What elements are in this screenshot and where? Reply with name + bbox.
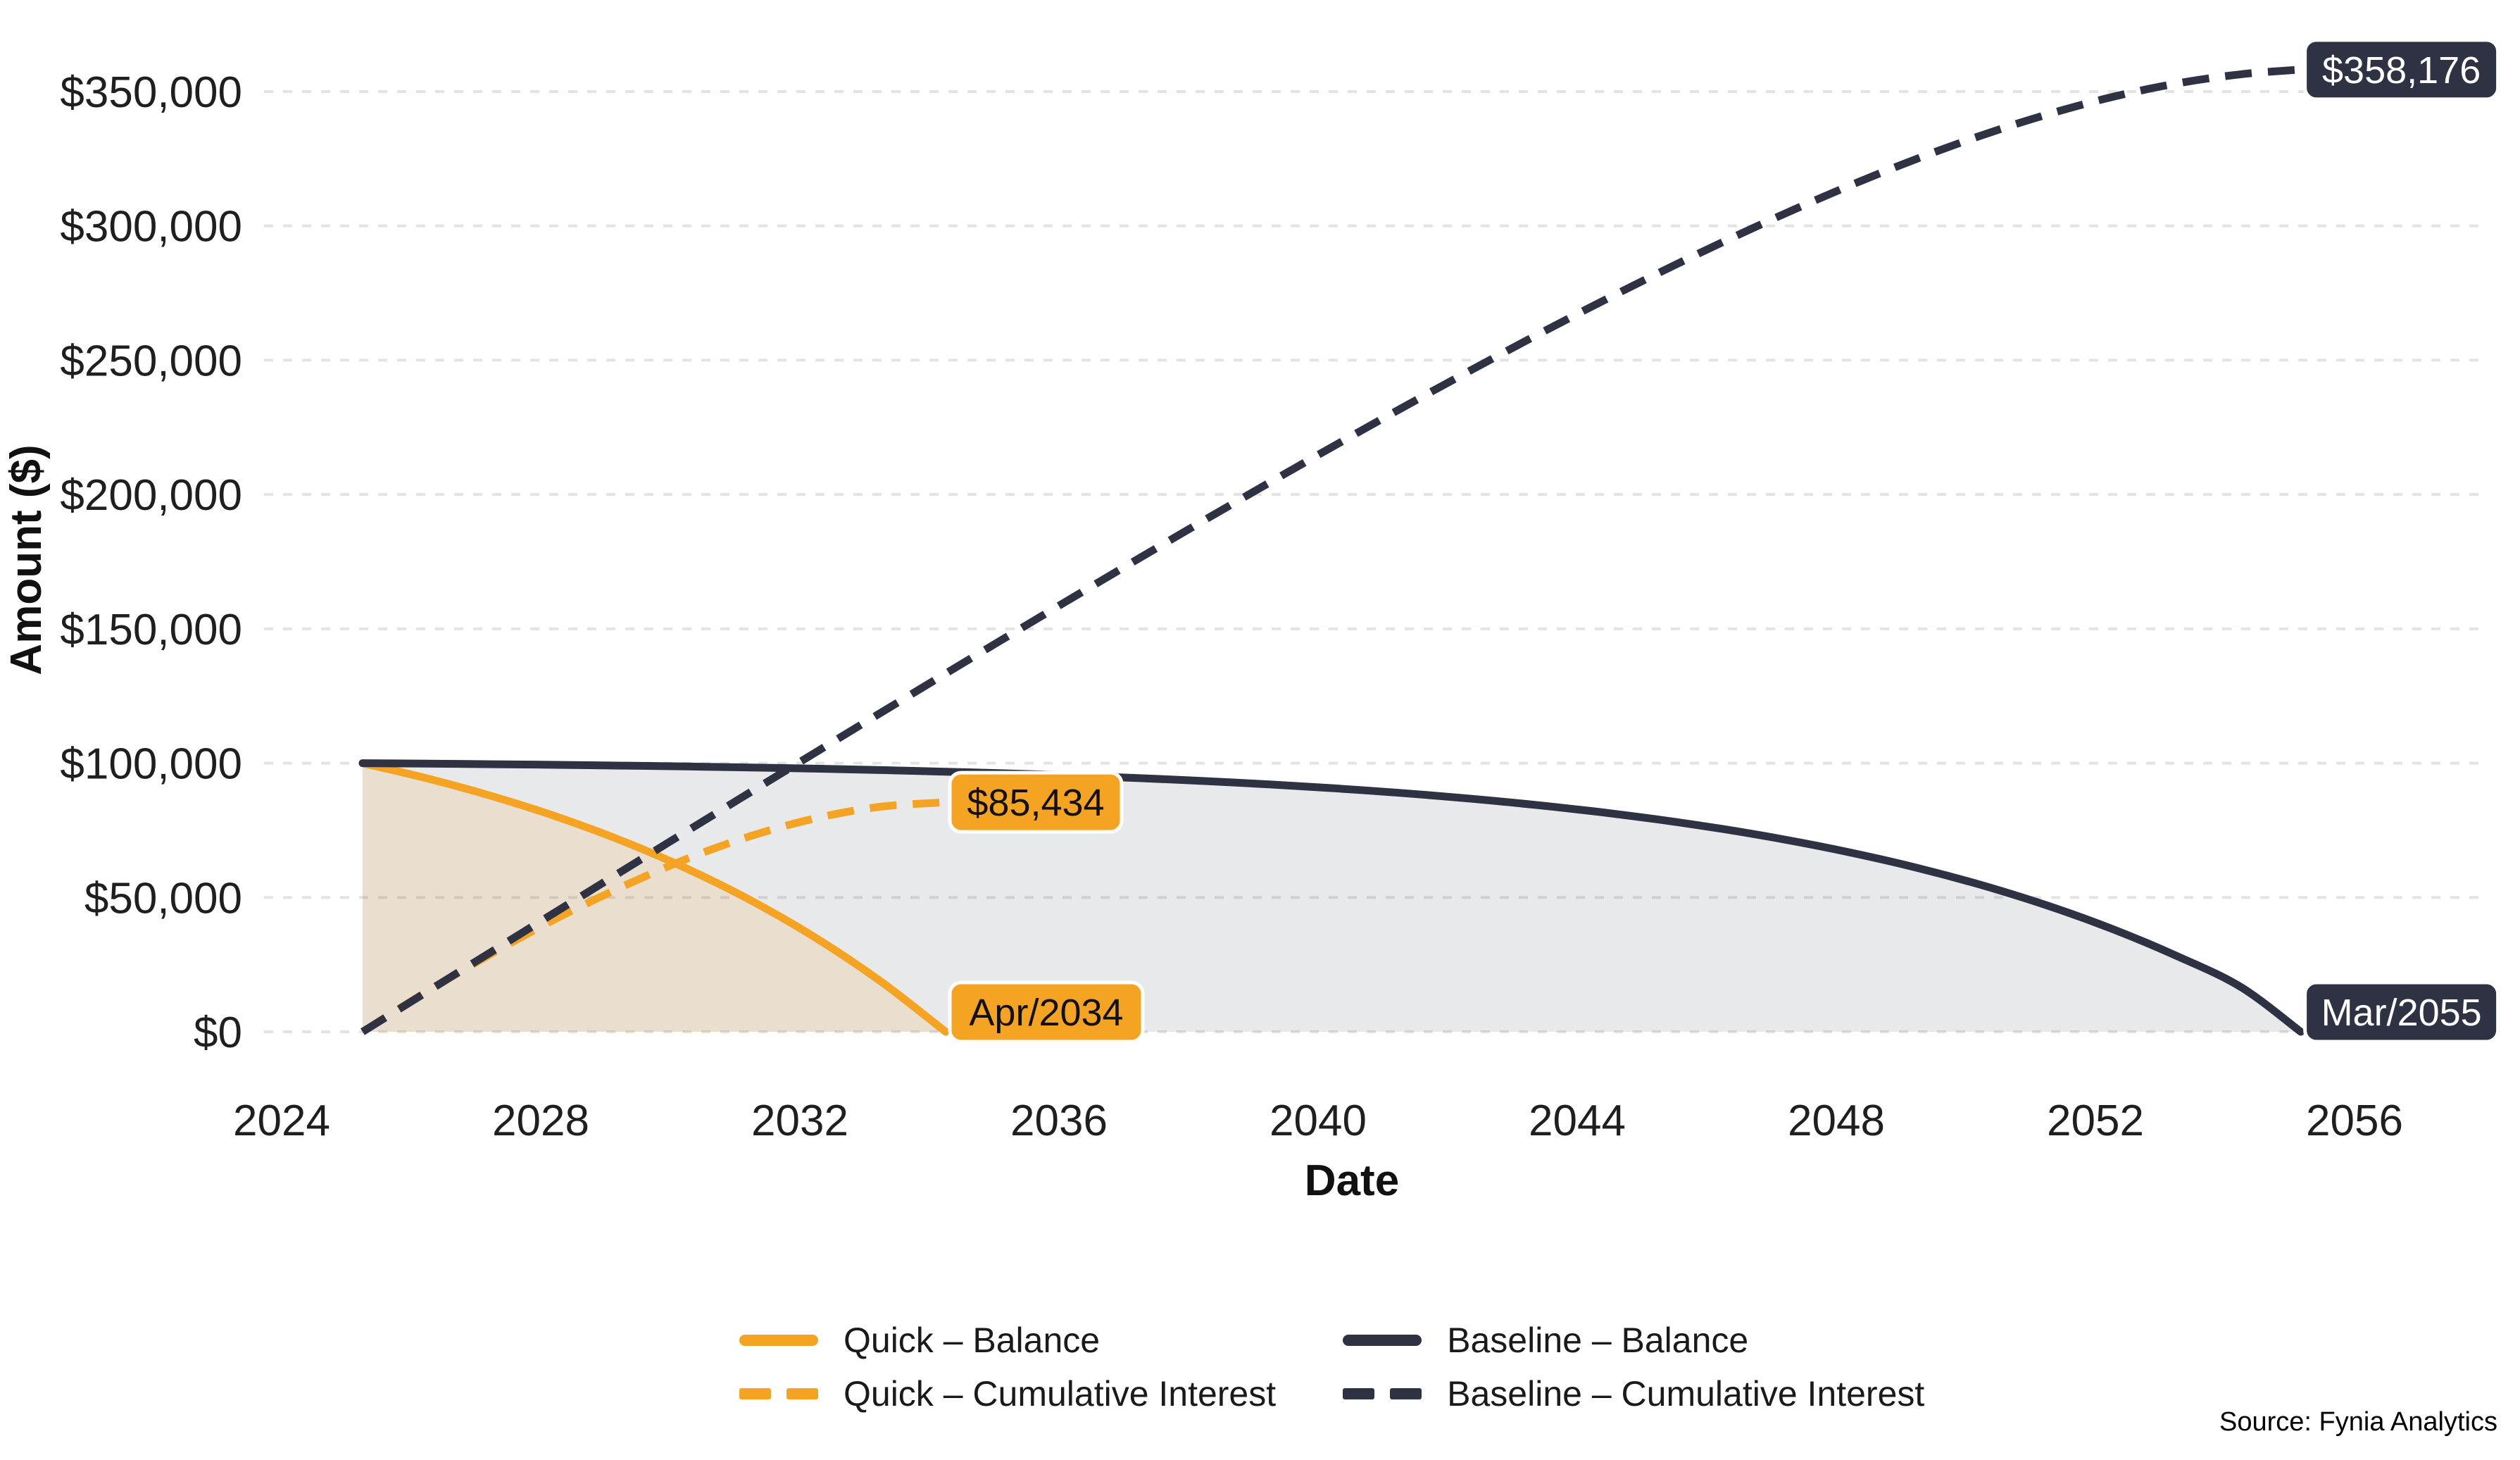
amortization-chart: $0 $50,000 $100,000 $150,000 $200,000 $250,00… — [2, 38, 2500, 1205]
dash-segment — [1390, 1388, 1422, 1399]
y-tick-label-100000: $100,000 — [60, 740, 242, 789]
quick-payoff-date-box — [948, 980, 1145, 1044]
y-tick-label-50000: $50,000 — [84, 874, 242, 923]
legend-label-baseline-interest: Baseline – Cumulative Interest — [1447, 1374, 1925, 1414]
y-tick-label-300000: $300,000 — [60, 203, 242, 251]
annotation-baseline-payoff-date — [2303, 980, 2500, 1044]
x-tick-label-2028: 2028 — [492, 1097, 589, 1145]
y-tick-label-350000: $350,000 — [60, 68, 242, 117]
quick-interest-end-box — [948, 770, 1124, 834]
quick_balance-area — [363, 763, 946, 1032]
x-tick-label-2032: 2032 — [751, 1097, 848, 1145]
quick-interest-dashed-swatch — [739, 1388, 818, 1399]
source-attribution: Source: Fynia Analytics — [2219, 1407, 2497, 1437]
x-tick-label-2024: 2024 — [233, 1097, 330, 1145]
annotation-quick-payoff-date — [948, 980, 1145, 1044]
legend-item-quick-interest: Quick – Cumulative Interest — [739, 1374, 1277, 1414]
baseline_balance-area — [363, 763, 2301, 1032]
baseline_balance-line — [358, 759, 2305, 1036]
x-tick-label-2036: 2036 — [1010, 1097, 1108, 1145]
annotation-quick-interest-end — [948, 770, 1124, 834]
chart-legend: Quick – Balance Baseline – Balance Quick… — [739, 1321, 1925, 1414]
quick_balance-line — [358, 759, 950, 1036]
legend-label-quick-balance: Quick – Balance — [844, 1321, 1101, 1360]
y-tick-label-150000: $150,000 — [60, 606, 242, 654]
legend-label-quick-interest: Quick – Cumulative Interest — [844, 1374, 1277, 1414]
annotation-baseline-interest-end — [2303, 38, 2500, 101]
dash-segment — [739, 1388, 771, 1399]
legend-label-baseline-balance: Baseline – Balance — [1447, 1321, 1749, 1360]
x-axis-title: Date — [1305, 1156, 1399, 1205]
baseline-interest-end-label: $358,176 — [2322, 49, 2481, 92]
dash-segment — [1343, 1388, 1375, 1399]
baseline-payoff-date-label: Mar/2055 — [2321, 992, 2482, 1034]
y-tick-label-250000: $250,000 — [60, 337, 242, 385]
x-tick-label-2056: 2056 — [2306, 1097, 2403, 1145]
baseline-interest-dashed-swatch — [1343, 1388, 1422, 1399]
legend-item-quick-balance: Quick – Balance — [739, 1321, 1276, 1360]
y-tick-label-200000: $200,000 — [60, 471, 242, 520]
legend-item-baseline-balance: Baseline – Balance — [1343, 1321, 1924, 1360]
baseline-interest-end-box — [2303, 38, 2500, 101]
x-tick-label-2040: 2040 — [1270, 1097, 1367, 1145]
y-tick-label-0: $0 — [194, 1009, 242, 1057]
quick-balance-line-swatch — [739, 1335, 818, 1346]
baseline-payoff-date-box — [2303, 980, 2500, 1044]
quick-payoff-date-label: Apr/2034 — [969, 992, 1123, 1034]
legend-item-baseline-interest: Baseline – Cumulative Interest — [1343, 1374, 1925, 1414]
dash-segment — [786, 1388, 818, 1399]
x-tick-label-2044: 2044 — [1529, 1097, 1626, 1145]
quick-interest-end-label: $85,434 — [967, 782, 1104, 824]
y-axis-title: Amount ($) — [2, 444, 51, 675]
x-tick-label-2052: 2052 — [2047, 1097, 2144, 1145]
baseline-balance-line-swatch — [1343, 1335, 1422, 1346]
baseline_interest-line — [361, 65, 2302, 1035]
x-tick-label-2048: 2048 — [1788, 1097, 1885, 1145]
